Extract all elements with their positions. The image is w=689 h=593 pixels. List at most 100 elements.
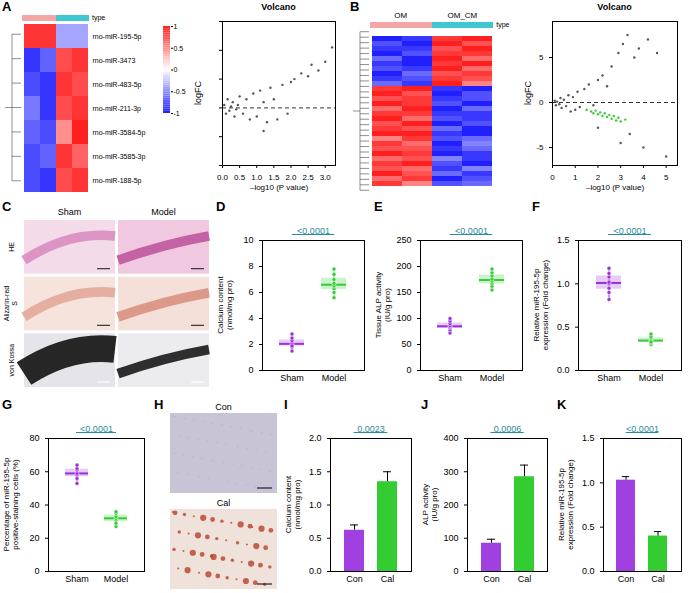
svg-text:0.0023: 0.0023 xyxy=(357,424,385,434)
svg-text:I: I xyxy=(284,397,288,412)
svg-text:von Kossa: von Kossa xyxy=(8,344,15,377)
svg-text:0.5: 0.5 xyxy=(234,173,246,182)
svg-text:100: 100 xyxy=(443,533,458,543)
svg-text:G: G xyxy=(2,397,12,412)
svg-text:Alizarin-redS: Alizarin-redS xyxy=(3,286,18,322)
svg-text:0: 0 xyxy=(406,365,411,375)
svg-text:B: B xyxy=(350,0,359,14)
svg-text:1: 1 xyxy=(573,173,578,182)
svg-text:150: 150 xyxy=(396,287,411,297)
svg-text:rno-miR-3585-3p: rno-miR-3585-3p xyxy=(93,153,146,161)
svg-text:Cal: Cal xyxy=(217,498,231,508)
svg-text:0: 0 xyxy=(174,66,178,73)
svg-text:300: 300 xyxy=(443,467,458,477)
svg-text:Con: Con xyxy=(346,574,363,584)
svg-text:0: 0 xyxy=(34,566,39,576)
svg-text:Con: Con xyxy=(215,402,232,412)
svg-text:0.0: 0.0 xyxy=(557,365,570,375)
svg-text:4: 4 xyxy=(641,173,646,182)
svg-text:<0.0001: <0.0001 xyxy=(626,424,659,434)
svg-text:10: 10 xyxy=(243,235,253,245)
svg-text:40: 40 xyxy=(29,500,39,510)
svg-text:2.0: 2.0 xyxy=(309,433,322,443)
svg-text:Con: Con xyxy=(483,574,500,584)
svg-text:Relative miR-195-5pexpression: Relative miR-195-5pexpression (Fold chan… xyxy=(532,260,550,351)
svg-text:rno-miR-195-5p: rno-miR-195-5p xyxy=(93,33,142,41)
svg-text:5: 5 xyxy=(539,53,544,62)
svg-text:0: 0 xyxy=(248,365,253,375)
svg-text:H: H xyxy=(154,397,163,412)
svg-text:0.5: 0.5 xyxy=(174,44,184,51)
svg-text:-1: -1 xyxy=(174,110,180,117)
svg-text:6: 6 xyxy=(248,287,253,297)
svg-text:0.5: 0.5 xyxy=(309,533,322,543)
svg-text:rno-miR-483-5p: rno-miR-483-5p xyxy=(93,81,142,89)
svg-text:3: 3 xyxy=(618,173,623,182)
svg-text:rno-miR-3584-5p: rno-miR-3584-5p xyxy=(93,129,146,137)
svg-text:80: 80 xyxy=(29,433,39,443)
svg-text:2.5: 2.5 xyxy=(303,173,315,182)
svg-text:1.5: 1.5 xyxy=(309,467,322,477)
svg-text:A: A xyxy=(2,0,12,14)
svg-text:1.0: 1.0 xyxy=(309,500,322,510)
svg-text:logFC: logFC xyxy=(193,81,203,106)
svg-text:Sham: Sham xyxy=(280,373,304,383)
svg-text:Calcium content(nmol/mg pro): Calcium content(nmol/mg pro) xyxy=(216,276,234,334)
svg-text:60: 60 xyxy=(29,467,39,477)
svg-text:Percentage of miR-195-5ppositi: Percentage of miR-195-5ppositive-stainin… xyxy=(2,457,20,551)
svg-text:C: C xyxy=(2,199,12,214)
svg-text:250: 250 xyxy=(396,235,411,245)
svg-text:Relative miR-195-5pexpression: Relative miR-195-5pexpression (Fold chan… xyxy=(557,459,575,550)
svg-text:Sham: Sham xyxy=(65,574,89,584)
svg-text:Cal: Cal xyxy=(381,574,395,584)
svg-text:<0.0001: <0.0001 xyxy=(614,226,647,236)
svg-text:Cal: Cal xyxy=(651,574,665,584)
svg-text:Model: Model xyxy=(322,373,347,383)
svg-text:<0.0001: <0.0001 xyxy=(297,226,330,236)
svg-text:rno-miR-211-3p: rno-miR-211-3p xyxy=(93,105,142,113)
svg-text:<0.0001: <0.0001 xyxy=(80,424,113,434)
svg-text:J: J xyxy=(421,397,428,412)
svg-text:0.0: 0.0 xyxy=(217,173,229,182)
svg-text:K: K xyxy=(557,397,567,412)
svg-text:Con: Con xyxy=(618,574,635,584)
svg-text:0.0: 0.0 xyxy=(582,566,595,576)
svg-text:Model: Model xyxy=(639,373,664,383)
svg-text:Sham: Sham xyxy=(438,373,462,383)
svg-text:Sham: Sham xyxy=(597,373,621,383)
svg-text:5: 5 xyxy=(664,173,669,182)
svg-text:1.5: 1.5 xyxy=(557,235,570,245)
svg-text:200: 200 xyxy=(396,261,411,271)
svg-text:2: 2 xyxy=(596,173,601,182)
svg-text:0.0006: 0.0006 xyxy=(494,424,522,434)
svg-text:Model: Model xyxy=(480,373,505,383)
svg-text:8: 8 xyxy=(248,261,253,271)
svg-text:HE: HE xyxy=(8,242,15,252)
svg-text:Calcium content(nmol/mg pro): Calcium content(nmol/mg pro) xyxy=(284,475,302,533)
svg-text:logFC: logFC xyxy=(523,81,533,106)
svg-text:0: 0 xyxy=(453,566,458,576)
svg-text:0: 0 xyxy=(550,173,555,182)
svg-text:–log10 (P value): –log10 (P value) xyxy=(250,183,308,192)
svg-text:0: 0 xyxy=(539,98,544,107)
svg-text:1.5: 1.5 xyxy=(268,173,280,182)
svg-text:Sham: Sham xyxy=(58,207,82,217)
svg-text:400: 400 xyxy=(443,433,458,443)
svg-text:1.5: 1.5 xyxy=(582,433,595,443)
svg-text:0.5: 0.5 xyxy=(582,522,595,532)
svg-text:1.0: 1.0 xyxy=(582,478,595,488)
svg-text:Model: Model xyxy=(151,207,176,217)
svg-text:Cal: Cal xyxy=(518,574,532,584)
svg-text:-5: -5 xyxy=(536,143,544,152)
svg-text:100: 100 xyxy=(396,313,411,323)
svg-text:1: 1 xyxy=(174,23,178,30)
svg-text:rno-miR-188-5p: rno-miR-188-5p xyxy=(93,177,142,185)
svg-text:2.0: 2.0 xyxy=(285,173,297,182)
svg-text:D: D xyxy=(216,199,225,214)
svg-text:3.0: 3.0 xyxy=(320,173,332,182)
svg-text:rno-miR-3473: rno-miR-3473 xyxy=(93,57,136,64)
svg-text:2: 2 xyxy=(248,339,253,349)
svg-text:<0.0001: <0.0001 xyxy=(455,226,488,236)
svg-text:1.0: 1.0 xyxy=(251,173,263,182)
svg-text:E: E xyxy=(374,199,383,214)
